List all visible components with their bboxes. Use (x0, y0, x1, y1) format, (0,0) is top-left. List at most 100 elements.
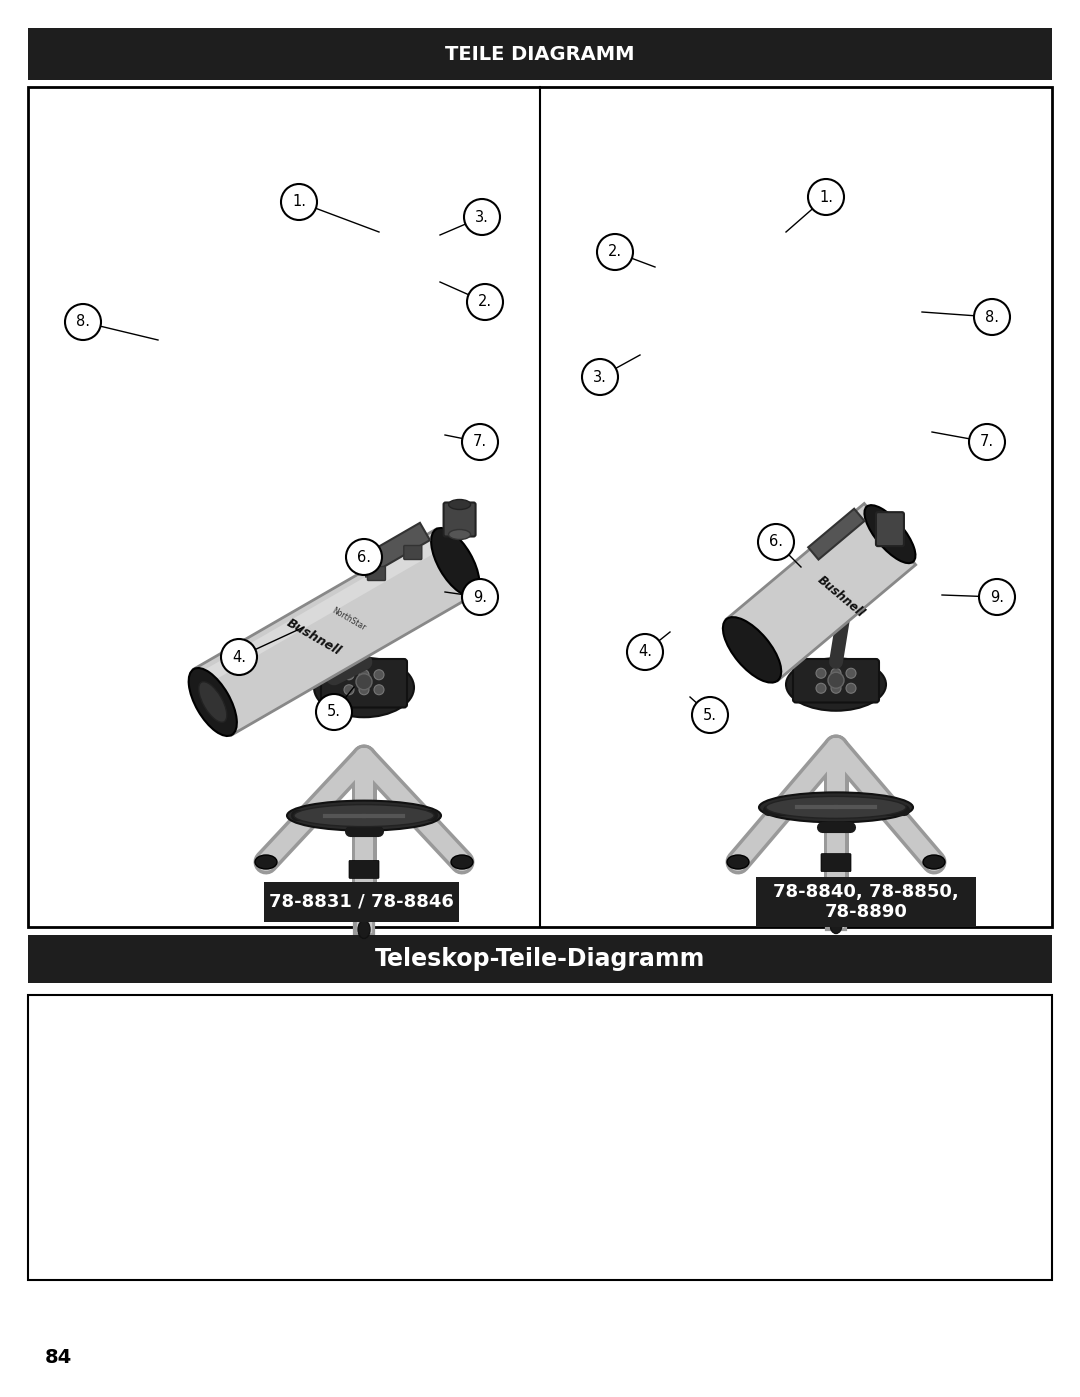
Ellipse shape (431, 528, 480, 597)
Ellipse shape (723, 617, 781, 683)
Text: Bushnell: Bushnell (284, 616, 343, 658)
FancyBboxPatch shape (876, 513, 904, 546)
FancyBboxPatch shape (404, 545, 422, 560)
Circle shape (462, 578, 498, 615)
Text: 2.: 2. (478, 295, 492, 310)
Text: 1.: 1. (819, 190, 833, 204)
Text: Teleskop-Teile-Diagramm: Teleskop-Teile-Diagramm (375, 947, 705, 971)
Text: 4.: 4. (232, 650, 246, 665)
Text: NorthStar: NorthStar (330, 606, 367, 633)
Circle shape (464, 198, 500, 235)
Circle shape (345, 685, 354, 694)
FancyBboxPatch shape (793, 659, 879, 703)
Circle shape (627, 634, 663, 671)
Circle shape (831, 683, 841, 693)
Ellipse shape (864, 506, 916, 563)
Circle shape (359, 685, 369, 694)
Circle shape (816, 668, 826, 679)
Text: (2 im Lieferumfang enthalten): (2 im Lieferumfang enthalten) (87, 1106, 372, 1126)
Ellipse shape (294, 805, 434, 827)
Circle shape (969, 425, 1005, 460)
Ellipse shape (825, 886, 847, 900)
Text: 3.  Zahngetriebe Fokussier-Mechanismus: 3. Zahngetriebe Fokussier-Mechanismus (70, 1160, 455, 1179)
Text: 8.  Teleskop Hauptrohr: 8. Teleskop Hauptrohr (570, 1187, 781, 1206)
Circle shape (974, 299, 1010, 335)
Circle shape (978, 578, 1015, 615)
Text: 5.: 5. (327, 704, 341, 719)
Text: 8.: 8. (76, 314, 90, 330)
Text: 3.: 3. (593, 369, 607, 384)
Polygon shape (193, 529, 474, 735)
Text: 8.: 8. (985, 310, 999, 324)
FancyBboxPatch shape (321, 659, 407, 707)
Ellipse shape (766, 796, 906, 819)
Text: 6.: 6. (357, 549, 372, 564)
Circle shape (846, 683, 856, 693)
Text: 7.: 7. (473, 434, 487, 450)
FancyBboxPatch shape (444, 503, 475, 536)
Ellipse shape (448, 529, 471, 539)
Text: 4.  Zusatzgeräte Ablageplattenstrebe: 4. Zusatzgeräte Ablageplattenstrebe (70, 1225, 422, 1243)
Circle shape (828, 672, 843, 689)
Circle shape (808, 179, 843, 215)
Text: 6.: 6. (769, 535, 783, 549)
Text: TEILE DIAGRAMM: TEILE DIAGRAMM (445, 45, 635, 63)
Text: Bushnell: Bushnell (815, 574, 867, 620)
Ellipse shape (287, 800, 441, 831)
Circle shape (758, 524, 794, 560)
Text: 5.: 5. (703, 707, 717, 722)
Ellipse shape (786, 658, 886, 711)
Ellipse shape (759, 792, 913, 823)
Circle shape (281, 184, 318, 219)
Text: 1.: 1. (292, 194, 306, 210)
Ellipse shape (255, 855, 276, 869)
Ellipse shape (923, 855, 945, 869)
FancyBboxPatch shape (28, 87, 1052, 928)
Text: 78-8831 / 78-8846: 78-8831 / 78-8846 (269, 893, 454, 911)
Circle shape (467, 284, 503, 320)
Circle shape (65, 305, 102, 339)
Text: 5.  Schnellfreigabe Stativbein-Hebel: 5. Schnellfreigabe Stativbein-Hebel (570, 1030, 906, 1049)
Ellipse shape (357, 921, 370, 939)
Text: 84: 84 (45, 1348, 72, 1368)
Ellipse shape (189, 668, 237, 736)
Text: 2.  Okular im Format 1,25": 2. Okular im Format 1,25" (70, 1085, 319, 1104)
Circle shape (374, 669, 384, 680)
Circle shape (831, 668, 841, 679)
Circle shape (359, 669, 369, 680)
Text: 7.: 7. (980, 434, 994, 450)
Ellipse shape (448, 500, 471, 510)
FancyBboxPatch shape (28, 28, 1052, 80)
Circle shape (374, 685, 384, 694)
Circle shape (462, 425, 498, 460)
Circle shape (582, 359, 618, 395)
Ellipse shape (199, 682, 227, 722)
Circle shape (345, 669, 354, 680)
Ellipse shape (451, 855, 473, 869)
Polygon shape (205, 539, 437, 682)
Circle shape (816, 683, 826, 693)
Polygon shape (808, 509, 864, 560)
Text: 78-8840, 78-8850,
78-8890: 78-8840, 78-8850, 78-8890 (773, 883, 959, 922)
FancyBboxPatch shape (367, 567, 386, 581)
Ellipse shape (353, 886, 375, 900)
Polygon shape (727, 503, 916, 680)
Circle shape (597, 235, 633, 270)
Circle shape (221, 638, 257, 675)
FancyBboxPatch shape (264, 882, 459, 922)
Polygon shape (360, 522, 430, 576)
Text: 3.: 3. (475, 210, 489, 225)
Text: 1.  Rotpunkt Suchfernrohr: 1. Rotpunkt Suchfernrohr (70, 1030, 312, 1049)
Text: 9.  Schnelleinstell Aluminium Stativ: 9. Schnelleinstell Aluminium Stativ (570, 1239, 902, 1259)
Circle shape (356, 673, 372, 690)
FancyBboxPatch shape (821, 854, 851, 872)
Text: 6.  Schnelleinstell-Ablageplatte: 6. Schnelleinstell-Ablageplatte (570, 1083, 861, 1102)
FancyBboxPatch shape (28, 995, 1052, 1280)
Circle shape (692, 697, 728, 733)
Text: 2.: 2. (608, 244, 622, 260)
Text: 9.: 9. (473, 590, 487, 605)
Circle shape (316, 694, 352, 731)
Ellipse shape (727, 855, 750, 869)
FancyBboxPatch shape (756, 877, 976, 928)
FancyBboxPatch shape (28, 935, 1052, 983)
